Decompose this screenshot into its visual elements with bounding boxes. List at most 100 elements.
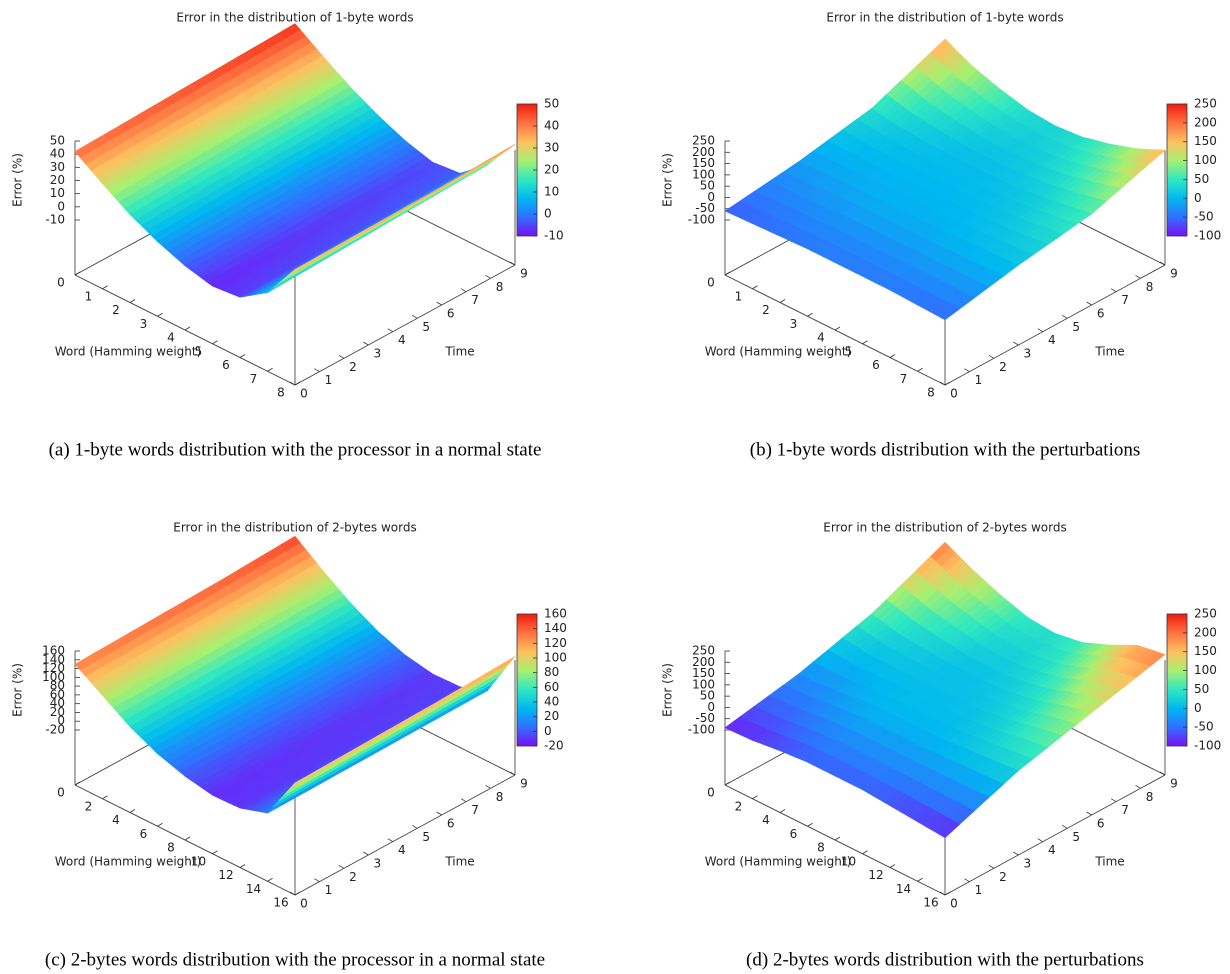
colorbar-tick-label: 0 [544,207,552,221]
colorbar-tick-label: 20 [544,163,559,177]
chart-title: Error in the distribution of 1-byte word… [176,11,413,25]
y-tick [939,381,946,386]
x-tick [129,809,136,813]
y-tick [436,301,442,306]
colorbar-tick-label: 0 [1194,701,1202,715]
z-tick-label: 200 [692,145,715,159]
y-tick [460,798,467,803]
x-tick-label: 0 [707,276,715,290]
z-tick-label: 140 [42,652,65,666]
x-tick [157,312,163,317]
x-tick [184,326,191,331]
x-tick [944,381,951,386]
x-tick-label: 2 [85,799,93,813]
z-tick-label: 250 [692,644,715,658]
x-tick-label: 8 [277,386,285,400]
x-tick-label: 14 [896,882,911,896]
y-tick-label: 5 [422,830,430,844]
z-tick-label: 20 [50,173,65,187]
surface-patch [289,774,310,790]
y-tick [485,274,491,279]
x-tick [129,299,136,303]
z-tick-label: 60 [50,687,65,701]
z-tick-label: 0 [57,199,65,213]
z-axis-label: Error (%) [11,153,25,207]
x-tick [889,354,896,358]
z-tick-label: 40 [50,147,65,161]
x-tick [239,354,246,358]
y-tick-label: 1 [325,373,333,387]
x-tick-label: 2 [735,799,743,813]
y-tick-label: 1 [975,883,983,897]
x-tick [779,809,786,813]
y-tick-label: 8 [1146,280,1154,294]
y-tick-label: 1 [325,883,333,897]
floor-edge [294,264,516,386]
x-tick [862,340,868,345]
z-tick-label: 100 [692,677,715,691]
y-tick [1013,341,1019,346]
x-tick-label: 6 [872,358,880,372]
x-tick [212,340,218,345]
z-tick-label: 50 [50,134,65,148]
y-tick [314,368,320,373]
y-tick [509,261,516,266]
y-tick [1110,288,1117,293]
y-tick-label: 2 [999,360,1007,374]
y-tick [338,864,345,869]
colorbar-tick-label: 250 [1194,607,1217,621]
y-tick-label: 3 [374,347,382,361]
colorbar-tick-label: 80 [544,665,559,679]
x-tick [74,781,81,786]
caption: (b) 1-byte words distribution with the p… [750,439,1141,460]
colorbar-tick-label: 100 [1194,153,1217,167]
x-tick [724,271,731,276]
x-tick [267,877,273,882]
x-tick [212,850,218,855]
floor-edge [294,774,516,896]
y-tick [363,341,369,346]
y-tick-label: 6 [447,307,455,321]
x-tick [834,326,841,331]
y-tick-label: 6 [1097,817,1105,831]
y-tick [1086,301,1092,306]
colorbar-tick-label: -100 [1194,229,1221,243]
x-tick-label: 8 [167,841,175,855]
y-axis-label: Time [444,855,474,869]
x-tick [807,822,813,827]
y-axis-label: Time [1094,345,1124,359]
x-tick [74,271,81,276]
y-tick-label: 7 [471,293,479,307]
y-tick-label: 7 [471,803,479,817]
colorbar-tick-label: 100 [1194,663,1217,677]
z-tick-label: 40 [50,696,65,710]
x-tick [889,864,896,868]
x-tick [752,285,758,290]
y-tick [1062,824,1068,829]
z-axis-label: Error (%) [661,663,675,717]
colorbar-tick-label: 200 [1194,625,1217,639]
y-tick [964,368,970,373]
colorbar-tick-label: 10 [544,185,559,199]
y-tick [1013,851,1019,856]
surface-patch [938,305,961,321]
x-axis-label: Word (Hamming weight) [55,855,202,869]
x-tick-label: 8 [817,841,825,855]
surface-patch [494,656,516,672]
chart-title: Error in the distribution of 1-byte word… [826,11,1063,25]
y-tick [1135,784,1141,789]
x-tick [944,891,951,896]
x-tick-label: 4 [817,331,825,345]
y-tick [509,771,516,776]
colorbar-tick-label: -20 [544,739,564,753]
x-tick-label: 14 [246,882,261,896]
colorbar-tick-label: 120 [544,636,567,650]
y-tick [1135,274,1141,279]
y-axis-label: Time [444,345,474,359]
colorbar-tick-label: 140 [544,621,567,635]
y-tick-label: 0 [300,387,308,401]
y-tick-label: 2 [999,870,1007,884]
y-tick [988,354,995,359]
x-tick-label: 5 [195,344,203,358]
